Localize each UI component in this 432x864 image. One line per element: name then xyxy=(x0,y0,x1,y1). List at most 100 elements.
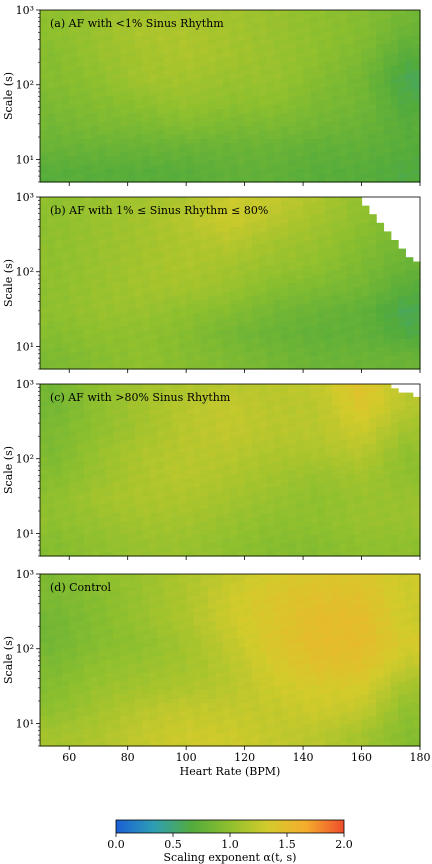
heatmap-cell xyxy=(222,364,231,370)
heatmap-cell xyxy=(178,321,187,327)
heatmap-cell xyxy=(149,83,158,88)
heatmap-cell xyxy=(40,244,48,250)
heatmap-cell xyxy=(120,248,129,254)
heatmap-cell xyxy=(193,222,202,228)
heatmap-cell xyxy=(368,444,377,450)
heatmap-cell xyxy=(98,257,107,263)
heatmap-cell xyxy=(186,414,195,419)
heatmap-cell xyxy=(244,108,253,114)
heatmap-cell xyxy=(288,338,297,344)
heatmap-cell xyxy=(237,283,246,288)
heatmap-cell xyxy=(98,74,107,80)
heatmap-cell xyxy=(222,53,231,58)
heatmap-cell xyxy=(200,160,209,166)
heatmap-cell xyxy=(339,235,348,241)
heatmap-cell xyxy=(361,235,370,241)
heatmap-cell xyxy=(186,35,195,41)
heatmap-cell xyxy=(295,427,304,432)
heatmap-cell xyxy=(83,126,92,131)
heatmap-cell xyxy=(142,274,151,280)
heatmap-cell xyxy=(317,384,326,389)
heatmap-cell xyxy=(83,439,92,445)
heatmap-cell xyxy=(120,222,129,228)
heatmap-cell xyxy=(54,304,63,310)
heatmap-cell xyxy=(303,401,311,407)
heatmap-cell xyxy=(354,396,363,402)
heatmap-cell xyxy=(76,18,85,24)
heatmap-cell xyxy=(390,173,399,179)
heatmap-cell xyxy=(266,61,275,67)
heatmap-cell xyxy=(251,326,260,331)
heatmap-cell xyxy=(383,130,392,136)
heatmap-cell xyxy=(69,70,78,76)
heatmap-cell xyxy=(135,265,143,271)
heatmap-cell xyxy=(61,431,70,437)
heatmap-cell xyxy=(215,343,224,349)
heatmap-cell xyxy=(303,252,311,258)
heatmap-cell xyxy=(288,147,297,153)
heatmap-cell xyxy=(354,409,363,415)
heatmap-cell xyxy=(178,156,187,162)
heatmap-cell xyxy=(281,209,290,215)
heatmap-cell xyxy=(98,384,107,389)
heatmap-cell xyxy=(288,61,297,67)
heatmap-cell xyxy=(61,252,70,258)
heatmap-cell xyxy=(383,78,392,84)
heatmap-cell xyxy=(171,295,180,301)
heatmap-cell xyxy=(83,27,92,33)
heatmap-cell xyxy=(346,257,355,263)
heatmap-cell xyxy=(376,48,385,54)
heatmap-cell xyxy=(83,31,92,37)
heatmap-cell xyxy=(412,351,421,357)
heatmap-cell xyxy=(69,308,78,314)
heatmap-cell xyxy=(208,53,216,58)
heatmap-cell xyxy=(113,414,121,419)
heatmap-cell xyxy=(54,96,63,101)
heatmap-cell xyxy=(178,405,187,411)
heatmap-cell xyxy=(186,100,195,106)
heatmap-cell xyxy=(244,44,253,50)
heatmap-cell xyxy=(105,117,114,123)
heatmap-cell xyxy=(237,143,246,149)
heatmap-cell xyxy=(412,414,421,419)
heatmap-cell xyxy=(273,139,282,144)
heatmap-cell xyxy=(303,231,311,237)
heatmap-cell xyxy=(83,444,92,450)
heatmap-cell xyxy=(127,169,136,174)
heatmap-cell xyxy=(164,117,173,123)
heatmap-cell xyxy=(76,218,85,224)
heatmap-cell xyxy=(332,31,341,37)
heatmap-cell xyxy=(412,27,421,33)
heatmap-cell xyxy=(390,347,399,353)
heatmap-cell xyxy=(98,113,107,119)
heatmap-cell xyxy=(105,356,114,361)
heatmap-cell xyxy=(186,444,195,450)
heatmap-cell xyxy=(325,177,333,183)
heatmap-cell xyxy=(135,31,143,37)
heatmap-cell xyxy=(193,287,202,293)
heatmap-cell xyxy=(105,439,114,445)
heatmap-cell xyxy=(47,177,56,183)
heatmap-cell xyxy=(398,31,406,37)
heatmap-cell xyxy=(266,317,275,323)
heatmap-cell xyxy=(332,35,341,41)
heatmap-cell xyxy=(200,87,209,93)
heatmap-cell xyxy=(200,343,209,349)
heatmap-cell xyxy=(237,295,246,301)
heatmap-cell xyxy=(390,321,399,327)
heatmap-cell xyxy=(178,364,187,370)
heatmap-cell xyxy=(281,10,290,15)
heatmap-cell xyxy=(61,78,70,84)
heatmap-cell xyxy=(288,248,297,254)
heatmap-cell xyxy=(120,164,129,170)
heatmap-cell xyxy=(295,343,304,349)
heatmap-cell xyxy=(383,65,392,71)
heatmap-cell xyxy=(332,83,341,88)
heatmap-cell xyxy=(171,304,180,310)
heatmap-cell xyxy=(398,347,406,353)
heatmap-cell xyxy=(83,240,92,245)
heatmap-cell xyxy=(303,40,311,45)
heatmap-cell xyxy=(156,65,165,71)
heatmap-cell xyxy=(390,10,399,15)
heatmap-cell xyxy=(266,113,275,119)
